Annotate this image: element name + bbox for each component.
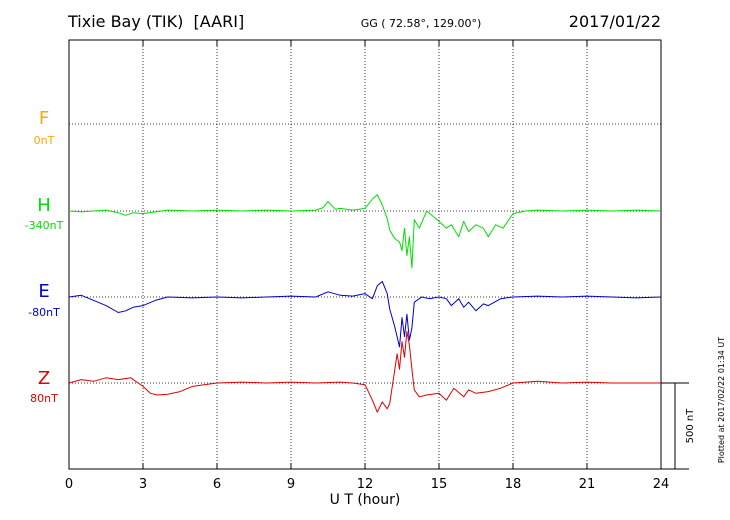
- geographic-coords: GG ( 72.58°, 129.00°): [361, 17, 482, 30]
- plot-date: 2017/01/22: [569, 12, 661, 31]
- plot-frame: [68, 39, 662, 470]
- x-axis: 0 3 6 9 12 15 18 21 24: [65, 40, 669, 492]
- scale-bar-label: 500 nT: [685, 408, 696, 444]
- x-tick-label: 24: [653, 477, 670, 492]
- x-tick-label: 12: [357, 477, 374, 492]
- x-tick-label: 15: [431, 477, 448, 492]
- series-lines: [68, 194, 662, 413]
- baseline-label-h: -340nT: [25, 219, 64, 232]
- series-label-h: H: [37, 195, 51, 216]
- x-tick-label: 21: [579, 477, 596, 492]
- x-axis-label: U T (hour): [330, 492, 401, 508]
- baseline-label-f: 0nT: [34, 134, 55, 147]
- grid: [69, 40, 661, 469]
- x-tick-label: 0: [65, 477, 73, 492]
- baseline-label-e: -80nT: [28, 306, 60, 319]
- station-title: Tixie Bay (TIK) [AARI]: [67, 12, 244, 31]
- series-label-e: E: [38, 281, 49, 302]
- x-tick-label: 9: [287, 477, 295, 492]
- x-tick-label: 18: [505, 477, 522, 492]
- plotted-timestamp: Plotted at 2017/02/22 01:34 UT: [717, 337, 726, 463]
- series-line-z: [68, 330, 661, 413]
- x-tick-label: 6: [213, 477, 221, 492]
- series-label-z: Z: [38, 368, 50, 389]
- baseline-label-z: 80nT: [30, 392, 58, 405]
- series-line-h: [68, 194, 662, 269]
- x-tick-label: 3: [139, 477, 147, 492]
- series-label-f: F: [39, 108, 49, 129]
- scale-bar: 500 nT: [661, 382, 696, 470]
- series-line-e: [68, 281, 662, 348]
